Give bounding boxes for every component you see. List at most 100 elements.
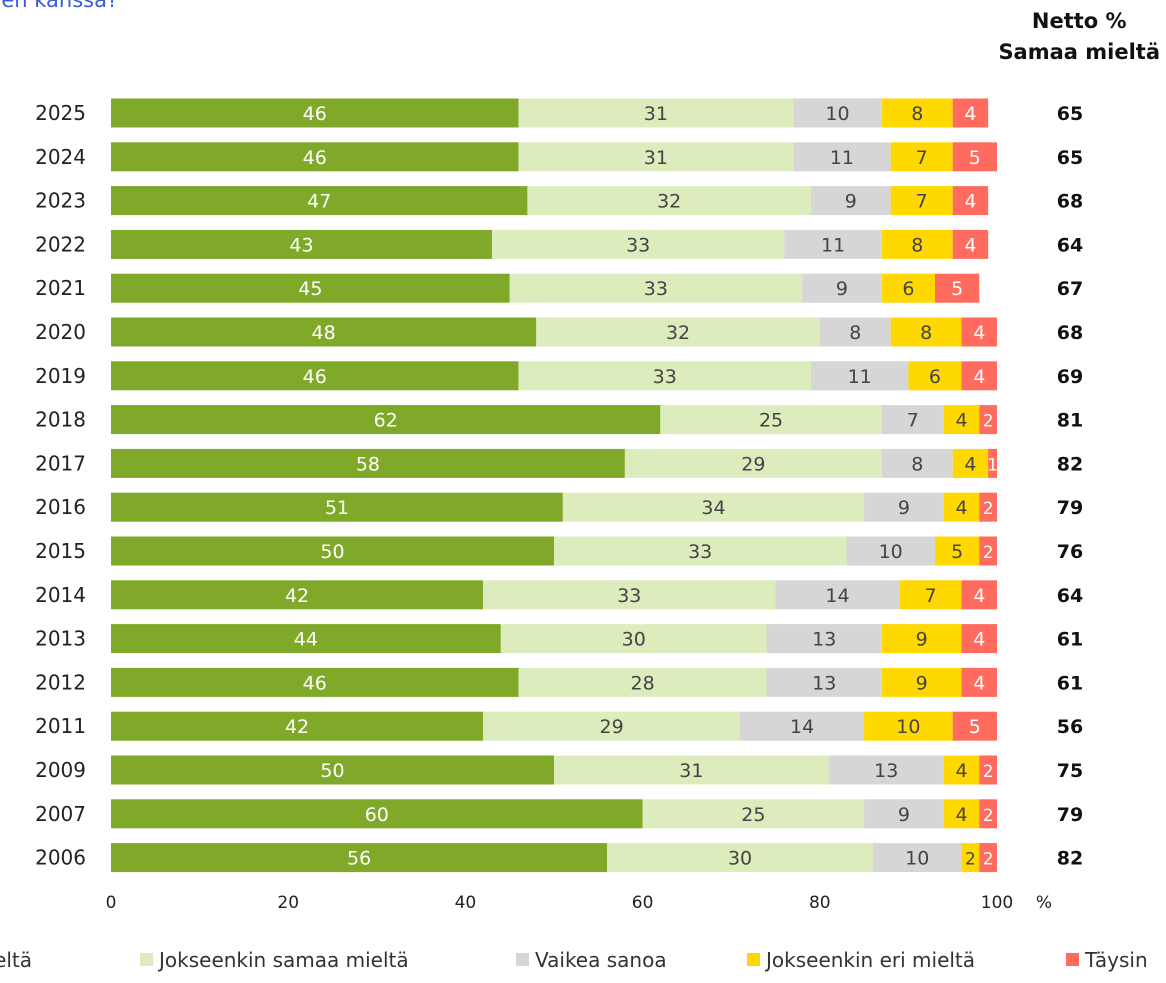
bar-value-label: 46 xyxy=(303,366,327,388)
year-label: 2014 xyxy=(35,583,86,607)
year-label: 2013 xyxy=(35,627,86,651)
bar-value-label: 2 xyxy=(965,850,976,870)
bar-value-label: 43 xyxy=(289,234,313,256)
bar-value-label: 14 xyxy=(825,585,849,607)
bar-segment xyxy=(846,536,935,566)
bar-value-label: 28 xyxy=(631,672,655,694)
bar-value-label: 4 xyxy=(973,629,985,651)
bar-segment xyxy=(979,492,997,522)
bar-segment xyxy=(881,273,935,303)
netto-value: 56 xyxy=(1057,716,1083,738)
bar-segment xyxy=(518,667,767,697)
netto-header-line1: Netto % xyxy=(1031,9,1127,33)
bar-segment xyxy=(111,229,492,259)
bar-segment xyxy=(952,142,997,172)
bar-segment xyxy=(872,843,962,873)
bar-value-label: 7 xyxy=(916,191,928,213)
bar-value-label: 42 xyxy=(285,585,309,607)
bar-segment xyxy=(979,843,997,873)
bar-value-label: 32 xyxy=(666,322,690,344)
bar-value-label: 46 xyxy=(303,672,327,694)
legend-label-3: Vaikea sanoa xyxy=(535,948,667,972)
bar-value-label: 2 xyxy=(983,762,994,782)
bar-segment xyxy=(952,711,997,741)
bar-value-label: 4 xyxy=(956,410,968,432)
netto-value: 68 xyxy=(1057,322,1083,344)
year-label: 2025 xyxy=(35,101,86,125)
bar-value-label: 30 xyxy=(622,629,646,651)
bar-value-label: 50 xyxy=(320,760,344,782)
year-label: 2020 xyxy=(35,320,86,344)
bar-value-label: 42 xyxy=(285,716,309,738)
bar-value-label: 5 xyxy=(951,278,963,300)
bar-value-label: 25 xyxy=(741,804,765,826)
bar-segment xyxy=(881,448,953,478)
bar-segment xyxy=(979,405,997,435)
bar-value-label: 6 xyxy=(902,278,914,300)
bar-segment xyxy=(943,799,980,829)
bar-segment xyxy=(979,799,997,829)
bar-value-label: 13 xyxy=(812,672,836,694)
bar-value-label: 31 xyxy=(644,103,668,125)
x-tick-label: 100 xyxy=(981,893,1013,913)
year-label: 2019 xyxy=(35,364,86,388)
bar-segment xyxy=(111,755,554,785)
bar-segment xyxy=(828,755,944,785)
bar-value-label: 33 xyxy=(688,541,712,563)
bar-value-label: 10 xyxy=(825,103,849,125)
netto-value: 65 xyxy=(1057,103,1083,125)
bar-segment xyxy=(784,229,882,259)
bar-segment xyxy=(111,624,501,654)
bar-value-label: 4 xyxy=(973,585,985,607)
bar-segment xyxy=(864,711,953,741)
bar-value-label: 46 xyxy=(303,147,327,169)
bar-segment xyxy=(111,799,643,829)
bar-segment xyxy=(740,711,865,741)
bar-value-label: 10 xyxy=(879,541,903,563)
bar-value-label: 33 xyxy=(653,366,677,388)
bar-value-label: 2 xyxy=(983,850,994,870)
year-label: 2009 xyxy=(35,758,86,782)
legend-label-1: n mieltä xyxy=(0,948,33,972)
bar-segment xyxy=(491,229,785,259)
year-label: 2007 xyxy=(35,802,86,826)
bar-value-label: 31 xyxy=(679,760,703,782)
bar-segment xyxy=(536,317,820,347)
bar-segment xyxy=(890,317,962,347)
bar-value-label: 60 xyxy=(365,804,389,826)
legend-label-2: Jokseenkin samaa mieltä xyxy=(159,948,409,972)
netto-value: 82 xyxy=(1057,848,1083,870)
bar-value-label: 34 xyxy=(701,497,725,519)
bar-segment xyxy=(111,186,528,216)
bar-segment xyxy=(500,624,767,654)
bar-segment xyxy=(864,799,944,829)
bar-segment xyxy=(766,667,882,697)
bar-value-label: 25 xyxy=(759,410,783,432)
bar-segment xyxy=(810,361,909,391)
netto-value: 64 xyxy=(1057,234,1083,256)
bar-segment xyxy=(961,317,997,347)
netto-value: 64 xyxy=(1057,585,1083,607)
bar-segment xyxy=(766,624,882,654)
bar-segment xyxy=(934,536,980,566)
bar-value-label: 9 xyxy=(836,278,848,300)
bar-value-label: 62 xyxy=(374,410,398,432)
bar-value-label: 32 xyxy=(657,191,681,213)
netto-value: 81 xyxy=(1057,410,1083,432)
bar-segment xyxy=(518,361,811,391)
bar-value-label: 56 xyxy=(347,848,371,870)
bar-value-label: 4 xyxy=(973,672,985,694)
bar-value-label: 4 xyxy=(956,497,968,519)
bar-segment xyxy=(111,98,519,128)
x-unit-label: % xyxy=(1036,893,1052,913)
bar-segment xyxy=(111,273,510,303)
bar-value-label: 7 xyxy=(907,410,919,432)
bar-value-label: 4 xyxy=(964,234,976,256)
bar-segment xyxy=(111,492,563,522)
netto-header: Netto % Samaa mieltä xyxy=(998,6,1160,68)
bar-value-label: 8 xyxy=(920,322,932,344)
bar-segment xyxy=(483,580,776,610)
bar-value-label: 7 xyxy=(925,585,937,607)
x-tick-label: 40 xyxy=(455,893,477,913)
bar-segment xyxy=(562,492,865,522)
